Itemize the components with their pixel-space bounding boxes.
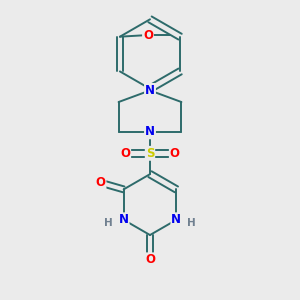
Text: H: H (187, 218, 196, 228)
Text: O: O (170, 147, 180, 160)
Text: O: O (145, 253, 155, 266)
Text: N: N (171, 213, 182, 226)
Text: N: N (145, 84, 155, 97)
Text: N: N (145, 125, 155, 138)
Text: O: O (143, 28, 153, 41)
Text: O: O (95, 176, 106, 189)
Text: S: S (146, 147, 154, 160)
Text: O: O (120, 147, 130, 160)
Text: N: N (118, 213, 129, 226)
Text: H: H (104, 218, 113, 228)
